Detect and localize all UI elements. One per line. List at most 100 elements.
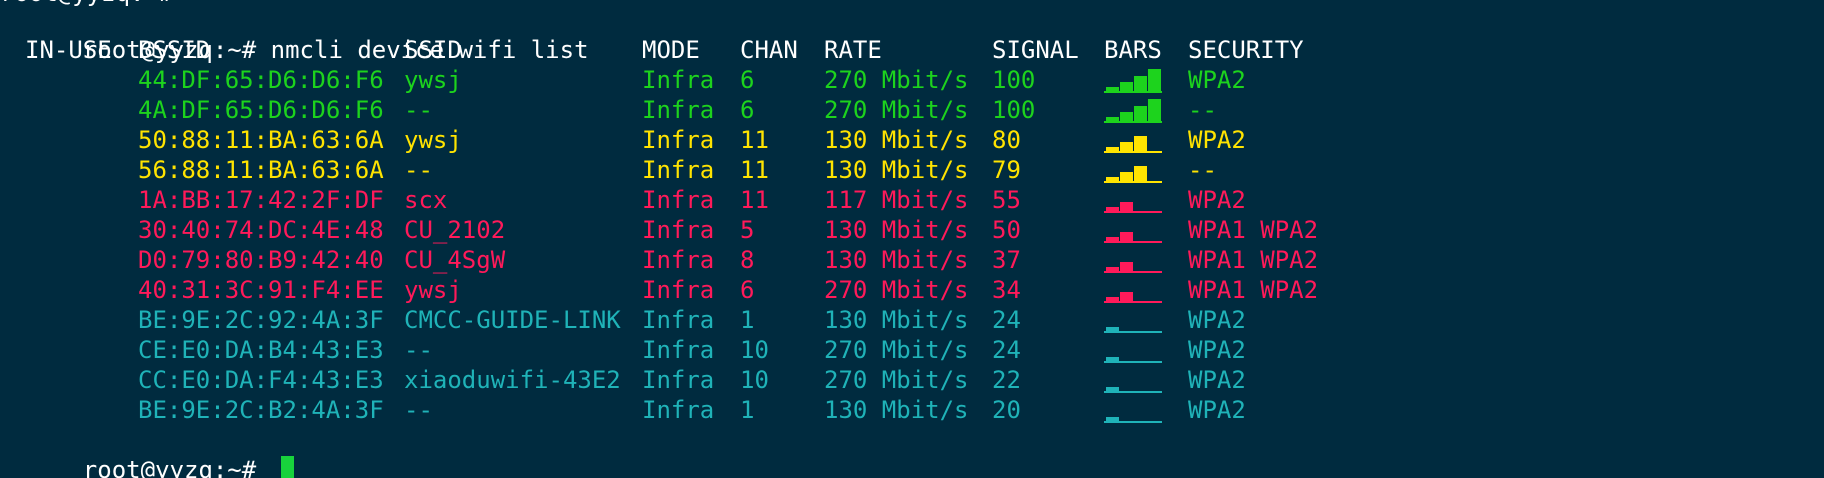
cell-bssid: 56:88:11:BA:63:6A bbox=[138, 156, 384, 184]
signal-bar bbox=[1148, 69, 1161, 93]
cell-rate: 270 Mbit/s bbox=[824, 96, 969, 124]
signal-bar bbox=[1134, 166, 1147, 183]
cell-ssid: ywsj bbox=[404, 126, 462, 154]
cell-ssid: CU_4SgW bbox=[404, 246, 506, 274]
cell-security: -- bbox=[1188, 96, 1217, 124]
cell-bssid: 44:DF:65:D6:D6:F6 bbox=[138, 66, 384, 94]
cell-chan: 11 bbox=[740, 186, 769, 214]
signal-bar bbox=[1106, 267, 1119, 273]
cell-ssid: -- bbox=[404, 396, 433, 424]
cell-security: WPA1 WPA2 bbox=[1188, 276, 1319, 304]
header-signal: SIGNAL bbox=[992, 36, 1079, 64]
header-chan: CHAN bbox=[740, 36, 798, 64]
cell-ssid: CMCC-GUIDE-LINK bbox=[404, 306, 621, 334]
cell-signal: 100 bbox=[992, 96, 1036, 124]
signal-bars-icon bbox=[1104, 327, 1162, 333]
header-mode: MODE bbox=[642, 36, 700, 64]
cell-mode: Infra bbox=[642, 186, 715, 214]
header-security: SECURITY bbox=[1188, 36, 1304, 64]
signal-bar bbox=[1106, 237, 1119, 243]
command-line: root@yyzq:~# nmcli device wifi list bbox=[25, 5, 589, 64]
cell-mode: Infra bbox=[642, 126, 715, 154]
signal-bar bbox=[1106, 207, 1119, 213]
cell-mode: Infra bbox=[642, 156, 715, 184]
table-row: BE:9E:2C:92:4A:3F CMCC-GUIDE-LINK Infra 1 13… bbox=[0, 305, 1824, 335]
header-ssid: SSID bbox=[404, 36, 462, 64]
cell-rate: 130 Mbit/s bbox=[824, 396, 969, 424]
cell-security: WPA1 WPA2 bbox=[1188, 216, 1319, 244]
cell-ssid: -- bbox=[404, 336, 433, 364]
header-bssid: BSSID bbox=[138, 36, 211, 64]
cell-chan: 11 bbox=[740, 126, 769, 154]
table-row: CC:E0:DA:F4:43:E3 xiaoduwifi-43E2 Infra 10 2… bbox=[0, 365, 1824, 395]
cell-bssid: 40:31:3C:91:F4:EE bbox=[138, 276, 384, 304]
cell-signal: 22 bbox=[992, 366, 1021, 394]
signal-bars-icon bbox=[1104, 292, 1162, 303]
signal-bar bbox=[1106, 147, 1119, 153]
cell-security: WPA1 WPA2 bbox=[1188, 246, 1319, 274]
cell-signal: 24 bbox=[992, 336, 1021, 364]
table-row: 56:88:11:BA:63:6A -- Infra 11 130 Mbit/s 79 -- bbox=[0, 155, 1824, 185]
cell-rate: 270 Mbit/s bbox=[824, 336, 969, 364]
cell-signal: 37 bbox=[992, 246, 1021, 274]
cell-chan: 10 bbox=[740, 366, 769, 394]
signal-bars-baseline bbox=[1104, 331, 1162, 333]
cell-chan: 1 bbox=[740, 306, 755, 334]
table-row: 1A:BB:17:42:2F:DF scx Infra 11 117 Mbit/s 55 W… bbox=[0, 185, 1824, 215]
signal-bar bbox=[1106, 387, 1119, 393]
signal-bar bbox=[1106, 297, 1119, 303]
cell-bssid: 50:88:11:BA:63:6A bbox=[138, 126, 384, 154]
cell-mode: Infra bbox=[642, 336, 715, 364]
previous-prompt-partial: root@yyzq:~# bbox=[0, 0, 188, 8]
cell-security: WPA2 bbox=[1188, 336, 1246, 364]
table-row: 50:88:11:BA:63:6A ywsj Infra 11 130 Mbit/s 80… bbox=[0, 125, 1824, 155]
signal-bars-icon bbox=[1104, 232, 1162, 243]
cell-bssid: BE:9E:2C:92:4A:3F bbox=[138, 306, 384, 334]
cell-signal: 20 bbox=[992, 396, 1021, 424]
end-prompt-line[interactable]: root@yyzq:~# bbox=[25, 425, 294, 478]
table-row: CE:E0:DA:B4:43:E3 -- Infra 10 270 Mbit/s 24 WP… bbox=[0, 335, 1824, 365]
signal-bar bbox=[1120, 142, 1133, 153]
signal-bar bbox=[1106, 357, 1119, 363]
cell-security: WPA2 bbox=[1188, 396, 1246, 424]
signal-bar bbox=[1134, 136, 1147, 153]
cell-rate: 270 Mbit/s bbox=[824, 276, 969, 304]
cell-mode: Infra bbox=[642, 276, 715, 304]
header-bars: BARS bbox=[1104, 36, 1162, 64]
cell-bssid: 1A:BB:17:42:2F:DF bbox=[138, 186, 384, 214]
cell-signal: 80 bbox=[992, 126, 1021, 154]
table-row: 40:31:3C:91:F4:EE ywsj Infra 6 270 Mbit/s 34 W… bbox=[0, 275, 1824, 305]
cell-signal: 79 bbox=[992, 156, 1021, 184]
signal-bars-icon bbox=[1104, 357, 1162, 363]
cell-chan: 5 bbox=[740, 216, 755, 244]
cell-chan: 6 bbox=[740, 66, 755, 94]
cell-mode: Infra bbox=[642, 366, 715, 394]
signal-bar bbox=[1134, 106, 1147, 123]
cell-mode: Infra bbox=[642, 246, 715, 274]
cell-ssid: -- bbox=[404, 96, 433, 124]
cell-rate: 130 Mbit/s bbox=[824, 306, 969, 334]
cell-bssid: BE:9E:2C:B2:4A:3F bbox=[138, 396, 384, 424]
signal-bar bbox=[1120, 262, 1133, 273]
prompt: root@yyzq:~# bbox=[82, 36, 271, 64]
cell-bssid: 30:40:74:DC:4E:48 bbox=[138, 216, 384, 244]
signal-bar bbox=[1120, 172, 1133, 183]
header-in-use: IN-USE bbox=[25, 36, 112, 64]
signal-bars-icon bbox=[1104, 99, 1162, 123]
cell-rate: 270 Mbit/s bbox=[824, 366, 969, 394]
cell-rate: 130 Mbit/s bbox=[824, 246, 969, 274]
cell-signal: 24 bbox=[992, 306, 1021, 334]
command-text: nmcli device wifi list bbox=[270, 36, 589, 64]
table-row: 30:40:74:DC:4E:48 CU_2102 Infra 5 130 Mbit/s… bbox=[0, 215, 1824, 245]
cell-ssid: ywsj bbox=[404, 66, 462, 94]
signal-bar bbox=[1120, 232, 1133, 243]
cell-chan: 10 bbox=[740, 336, 769, 364]
cell-chan: 1 bbox=[740, 396, 755, 424]
signal-bars-icon bbox=[1104, 387, 1162, 393]
cell-security: WPA2 bbox=[1188, 306, 1246, 334]
table-row: 4A:DF:65:D6:D6:F6 -- Infra 6 270 Mbit/s 100 -- bbox=[0, 95, 1824, 125]
cell-chan: 8 bbox=[740, 246, 755, 274]
cell-ssid: -- bbox=[404, 156, 433, 184]
cell-bssid: D0:79:80:B9:42:40 bbox=[138, 246, 384, 274]
